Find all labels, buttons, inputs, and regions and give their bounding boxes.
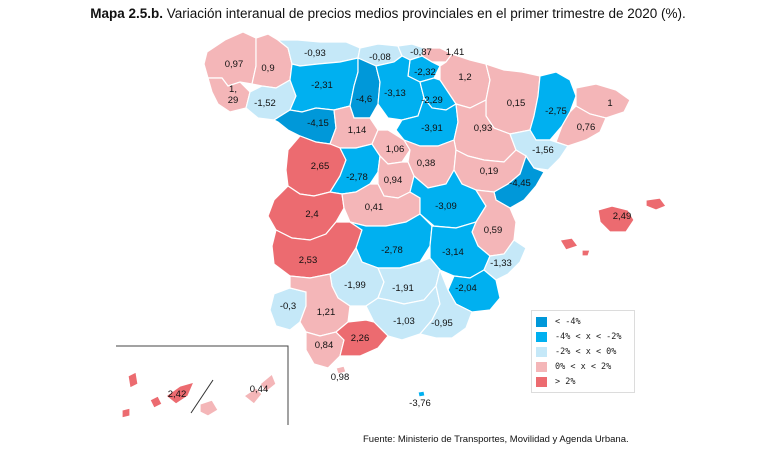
- province-value-label: 2,42: [168, 389, 187, 400]
- province-value-label: 0,41: [365, 202, 384, 213]
- province-value-label: 0,84: [315, 340, 334, 351]
- map-title-text: Variación interanual de precios medios p…: [163, 6, 686, 21]
- province-value-label: 0,97: [225, 59, 244, 70]
- province-malaga[interactable]: [335, 319, 389, 357]
- legend-label: -2% < x < 0%: [555, 347, 617, 357]
- province-value-label: 1,06: [386, 144, 405, 155]
- province-value-label: 1, 29: [228, 84, 239, 106]
- legend-label: -4% < x < -2%: [555, 332, 622, 342]
- province-value-label: -2,32: [414, 67, 436, 78]
- map-title: Mapa 2.5.b. Variación interanual de prec…: [0, 6, 776, 21]
- province-value-label: 0,93: [474, 123, 493, 134]
- province-value-label: -3,13: [384, 88, 406, 99]
- province-value-label: -0,93: [304, 48, 326, 59]
- province-illes-balears[interactable]: [559, 197, 667, 257]
- province-tarragona[interactable]: [509, 129, 569, 171]
- province-value-label: -0,08: [369, 52, 391, 63]
- province-value-label: 0,59: [484, 225, 503, 236]
- province-value-label: -0,95: [431, 318, 453, 329]
- province-value-label: 1,21: [317, 307, 336, 318]
- province-value-label: 2,26: [351, 333, 370, 344]
- legend-swatch: [536, 377, 547, 387]
- city-ceuta[interactable]: [335, 365, 347, 375]
- province-value-label: -1,52: [254, 98, 276, 109]
- legend-item: > 2%: [536, 376, 575, 388]
- province-value-label: -1,33: [490, 258, 512, 269]
- canary-inset-divider: [190, 379, 214, 414]
- province-value-label: -1,99: [344, 280, 366, 291]
- province-santa-cruz-de-tenerife[interactable]: [121, 371, 196, 419]
- province-value-label: -2,75: [545, 106, 567, 117]
- legend-swatch: [536, 362, 547, 372]
- province-value-label: -3,09: [435, 201, 457, 212]
- province-value-label: 0,15: [507, 98, 526, 109]
- legend-item: -4% < x < -2%: [536, 331, 622, 343]
- province-value-label: 0,76: [577, 122, 596, 133]
- province-value-label: -4,6: [356, 94, 372, 105]
- province-value-label: -3,76: [409, 398, 431, 409]
- map-title-number: Mapa 2.5.b.: [90, 6, 164, 21]
- province-value-label: 1,41: [446, 47, 465, 58]
- province-las-palmas[interactable]: [199, 373, 277, 417]
- legend-item: 0% < x < 2%: [536, 361, 611, 373]
- province-value-label: -4,45: [509, 178, 531, 189]
- province-value-label: -0,87: [410, 47, 432, 58]
- province-almeria[interactable]: [418, 268, 473, 339]
- legend-swatch: [536, 347, 547, 357]
- province-value-label: 0,9: [261, 63, 274, 74]
- province-value-label: 0,19: [480, 166, 499, 177]
- city-melilla[interactable]: [417, 390, 426, 398]
- legend: < -4% -4% < x < -2% -2% < x < 0% 0% < x …: [531, 310, 635, 393]
- province-value-label: -2,78: [346, 172, 368, 183]
- province-value-label: 0,98: [331, 372, 350, 383]
- legend-item: -2% < x < 0%: [536, 346, 616, 358]
- province-value-label: -2,31: [311, 80, 333, 91]
- province-value-label: -1,03: [393, 316, 415, 327]
- province-value-label: -2,78: [381, 245, 403, 256]
- province-value-label: -2,04: [455, 283, 477, 294]
- province-value-label: 2,49: [613, 211, 632, 222]
- province-value-label: 2,4: [305, 209, 318, 220]
- province-value-label: -3,14: [442, 247, 464, 258]
- province-value-label: 0,94: [384, 175, 403, 186]
- province-value-label: 1,14: [348, 125, 367, 136]
- canary-inset-frame: [116, 345, 289, 425]
- province-value-label: -0,3: [280, 301, 296, 312]
- province-value-label: -1,91: [392, 283, 414, 294]
- legend-label: > 2%: [555, 377, 576, 387]
- province-value-label: -2,29: [421, 95, 443, 106]
- province-value-label: -3,91: [421, 123, 443, 134]
- legend-label: < -4%: [555, 317, 581, 327]
- province-value-label: -1,56: [532, 145, 554, 156]
- province-value-label: 1: [607, 98, 612, 109]
- legend-item: < -4%: [536, 316, 581, 328]
- province-value-label: 2,65: [311, 161, 330, 172]
- legend-swatch: [536, 332, 547, 342]
- legend-label: 0% < x < 2%: [555, 362, 612, 372]
- source-note: Fuente: Ministerio de Transportes, Movil…: [363, 434, 629, 445]
- province-value-label: -4,15: [307, 118, 329, 129]
- province-value-label: 1,2: [458, 72, 471, 83]
- province-lleida[interactable]: [529, 71, 577, 141]
- province-value-labels: 0,97 0,9 1, 29 -1,52 -0,93 -0,08 -0,87 1,41 -2,32…: [168, 47, 632, 409]
- province-value-label: 0,38: [417, 158, 436, 169]
- province-barcelona[interactable]: [555, 105, 607, 147]
- province-value-label: 2,53: [299, 255, 318, 266]
- legend-swatch: [536, 317, 547, 327]
- province-a-coruna[interactable]: [203, 31, 257, 87]
- province-value-label: 0,44: [250, 384, 269, 395]
